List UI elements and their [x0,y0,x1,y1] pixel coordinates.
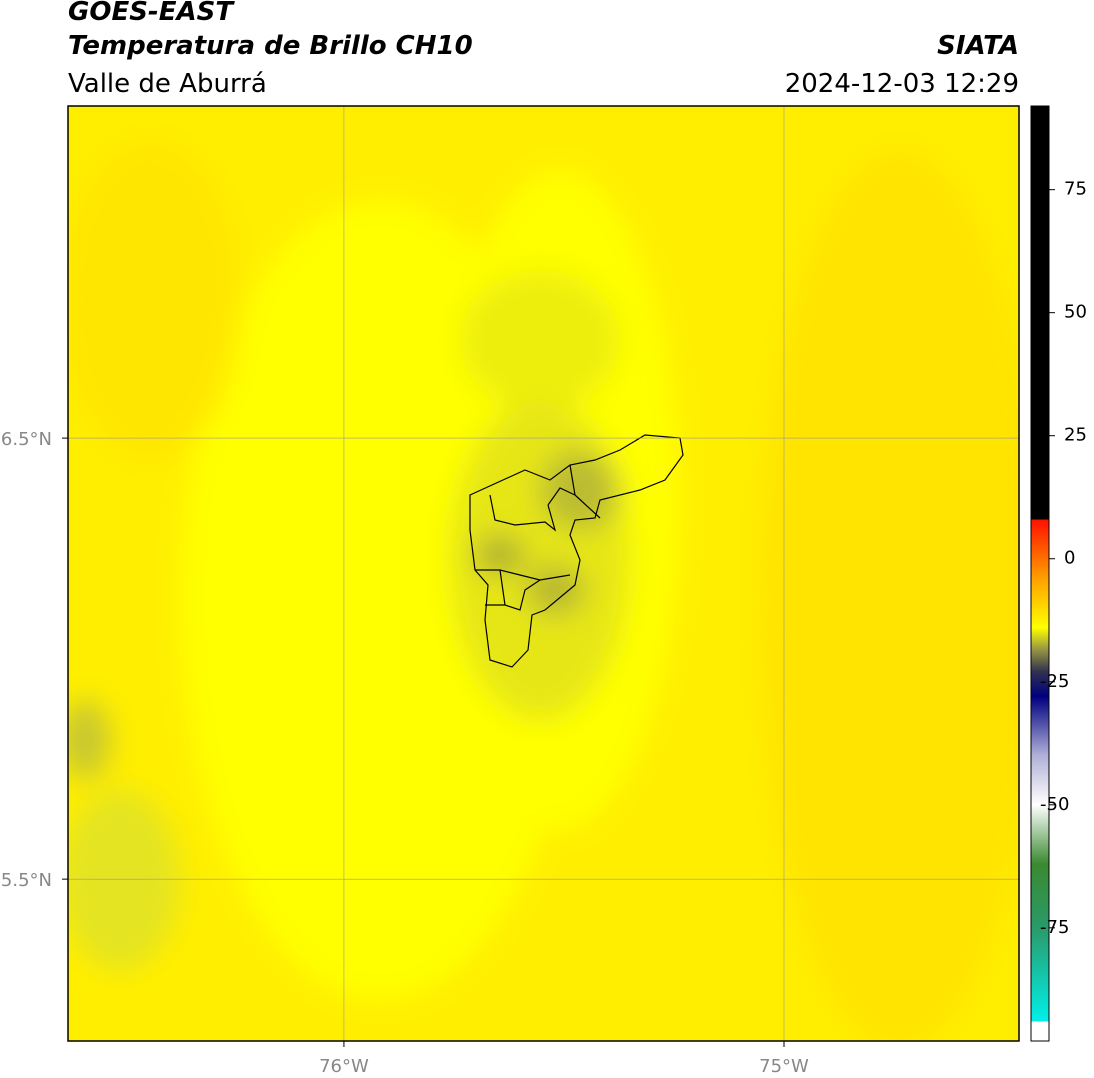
colorbar-label: 75 [1064,179,1087,200]
map-frame [67,105,1020,1042]
x-tick-label: 76°W [319,1056,369,1077]
map [68,106,1019,1041]
y-tick-label: 5.5°N [1,870,52,891]
colorbar-label: 50 [1064,302,1087,323]
colorbar-label: -75 [1040,917,1069,938]
source: SIATA [937,31,1019,61]
colorbar [1030,105,1050,1042]
colorbar-label: -25 [1040,671,1069,692]
colorbar-label: 25 [1064,425,1087,446]
x-tick-label: 75°W [759,1056,809,1077]
title: GOES-EAST [68,0,235,27]
datetime: 2024-12-03 12:29 [785,69,1019,99]
colorbar-label: 0 [1064,548,1075,569]
field [68,140,1019,1041]
boundary [469,434,684,668]
region: Valle de Aburrá [68,69,267,99]
y-tick-label: 6.5°N [1,429,52,450]
subtitle: Temperatura de Brillo CH10 [68,31,473,61]
colorbar-label: -50 [1040,794,1069,815]
